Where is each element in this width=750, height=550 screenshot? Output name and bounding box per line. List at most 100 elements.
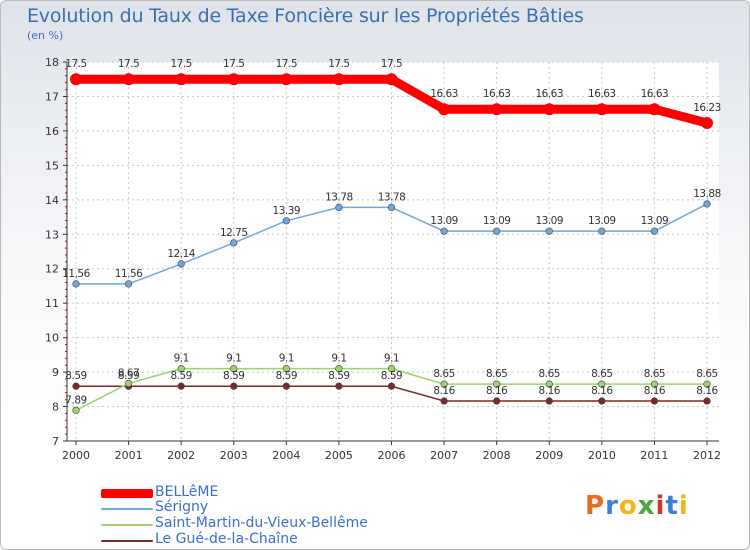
data-point: [493, 227, 501, 235]
data-point: [440, 380, 448, 388]
data-label: 17.5: [328, 58, 349, 70]
data-point: [227, 73, 240, 86]
x-tick-label: 2001: [115, 449, 143, 462]
logo-letter: x: [637, 491, 656, 521]
data-label: 8.65: [539, 368, 560, 380]
data-point: [332, 73, 345, 86]
logo-letter: i: [655, 491, 666, 521]
data-label: 8.59: [328, 370, 349, 382]
data-label: 8.59: [65, 370, 86, 382]
data-label: 12.75: [220, 227, 248, 239]
logo-letter: P: [585, 491, 606, 521]
data-point: [282, 382, 290, 390]
data-point: [70, 73, 82, 86]
legend-label-belleme: BELLêME: [155, 484, 219, 500]
data-label: 8.65: [591, 368, 612, 380]
data-point: [122, 73, 135, 86]
data-label: 8.65: [433, 368, 454, 380]
data-point: [493, 397, 501, 405]
plot-area: [67, 62, 719, 441]
data-label: 16.63: [535, 88, 563, 100]
y-tick-label: 8: [52, 401, 59, 414]
data-point: [282, 217, 290, 225]
data-label: 16.63: [483, 88, 511, 100]
data-point: [545, 227, 553, 235]
legend-swatch-saint-martin: [101, 524, 153, 526]
data-label: 16.23: [693, 102, 721, 114]
y-tick-label: 14: [45, 194, 59, 207]
data-point: [598, 227, 606, 235]
x-tick-label: 2006: [378, 449, 406, 462]
x-tick-label: 2002: [167, 449, 195, 462]
legend-swatch-belleme: [101, 489, 153, 498]
data-label: 8.16: [696, 385, 718, 397]
data-label: 9.1: [279, 353, 294, 365]
x-tick-label: 2000: [62, 449, 90, 462]
data-point: [650, 227, 659, 235]
data-point: [598, 397, 606, 405]
data-point: [440, 397, 448, 405]
data-point: [703, 380, 711, 388]
logo-letter: i: [678, 491, 689, 521]
data-label: 13.09: [641, 215, 669, 227]
x-tick-label: 2005: [325, 449, 353, 462]
data-point: [703, 397, 711, 405]
x-tick-label: 2003: [220, 449, 248, 462]
data-label: 17.5: [381, 58, 402, 70]
data-point: [545, 397, 553, 405]
y-tick-label: 9: [52, 366, 59, 379]
data-point: [701, 116, 713, 129]
data-label: 8.65: [696, 368, 717, 380]
data-point: [493, 380, 501, 388]
logo-letter: o: [618, 491, 638, 521]
y-tick-label: 7: [52, 435, 59, 448]
data-point: [335, 365, 343, 373]
data-point: [72, 382, 80, 390]
data-point: [595, 103, 608, 116]
legend-label-serigny: Sérigny: [155, 499, 209, 515]
data-point: [440, 227, 448, 235]
data-point: [175, 73, 188, 86]
data-label: 9.1: [174, 353, 189, 365]
legend-label-le-gue: Le Gué-de-la-Chaîne: [155, 531, 298, 547]
data-point: [387, 382, 396, 390]
data-label: 13.09: [483, 215, 511, 227]
y-tick-label: 13: [45, 228, 59, 241]
data-label: 17.5: [65, 58, 86, 70]
data-point: [438, 103, 451, 116]
data-label: 16.63: [430, 88, 458, 100]
data-label: 8.59: [381, 370, 402, 382]
proxiti-logo: Proxiti: [585, 491, 689, 521]
data-point: [280, 73, 293, 86]
legend-label-saint-martin: Saint-Martin-du-Vieux-Bellême: [155, 515, 368, 531]
data-point: [385, 73, 398, 86]
data-label: 8.59: [276, 370, 297, 382]
data-point: [490, 103, 503, 116]
data-label: 9.1: [384, 353, 399, 365]
data-label: 8.65: [486, 368, 507, 380]
data-label: 13.09: [430, 215, 458, 227]
unit-label: (en %): [27, 29, 64, 42]
data-label: 16.63: [588, 88, 616, 100]
data-label: 16.63: [641, 88, 669, 100]
x-tick-label: 2008: [483, 449, 511, 462]
data-point: [124, 379, 133, 388]
y-tick-label: 11: [45, 297, 59, 310]
data-label: 9.1: [226, 353, 241, 365]
y-tick-label: 10: [45, 332, 59, 345]
data-point: [335, 203, 343, 211]
x-tick-label: 2004: [272, 449, 300, 462]
data-label: 13.78: [378, 191, 406, 203]
data-label: 11.56: [115, 268, 143, 280]
data-point: [230, 365, 238, 373]
data-point: [703, 200, 711, 208]
data-label: 13.09: [535, 215, 563, 227]
data-point: [282, 365, 290, 373]
data-point: [543, 103, 556, 116]
y-tick-label: 16: [45, 125, 59, 138]
data-label: 8.59: [223, 370, 244, 382]
data-label: 9.1: [331, 353, 346, 365]
data-point: [598, 380, 606, 388]
data-label: 17.5: [118, 58, 139, 70]
